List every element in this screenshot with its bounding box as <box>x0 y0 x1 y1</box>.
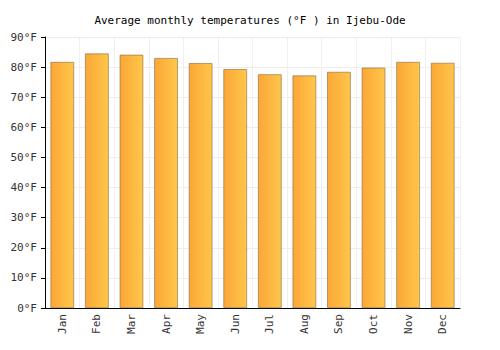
svg-text:Jun: Jun <box>229 314 242 334</box>
svg-text:Dec: Dec <box>436 314 449 334</box>
svg-text:Nov: Nov <box>402 314 415 334</box>
svg-text:20°F: 20°F <box>11 241 38 254</box>
svg-text:40°F: 40°F <box>11 181 38 194</box>
svg-text:Aug: Aug <box>298 314 311 334</box>
svg-text:Average monthly temperatures (: Average monthly temperatures (°F ) in Ij… <box>94 14 405 27</box>
svg-text:Jul: Jul <box>263 314 276 334</box>
svg-text:Sep: Sep <box>332 314 345 334</box>
svg-text:Jan: Jan <box>56 314 69 334</box>
svg-text:0°F: 0°F <box>17 302 37 315</box>
svg-text:Oct: Oct <box>367 314 380 334</box>
svg-text:30°F: 30°F <box>11 211 38 224</box>
svg-text:60°F: 60°F <box>11 121 38 134</box>
svg-text:Feb: Feb <box>90 314 103 334</box>
svg-text:10°F: 10°F <box>11 271 38 284</box>
svg-text:Mar: Mar <box>125 314 138 334</box>
svg-text:80°F: 80°F <box>11 61 38 74</box>
svg-text:50°F: 50°F <box>11 151 38 164</box>
svg-text:90°F: 90°F <box>11 31 38 44</box>
svg-text:May: May <box>194 314 207 334</box>
svg-text:70°F: 70°F <box>11 91 38 104</box>
svg-text:Apr: Apr <box>160 314 173 334</box>
